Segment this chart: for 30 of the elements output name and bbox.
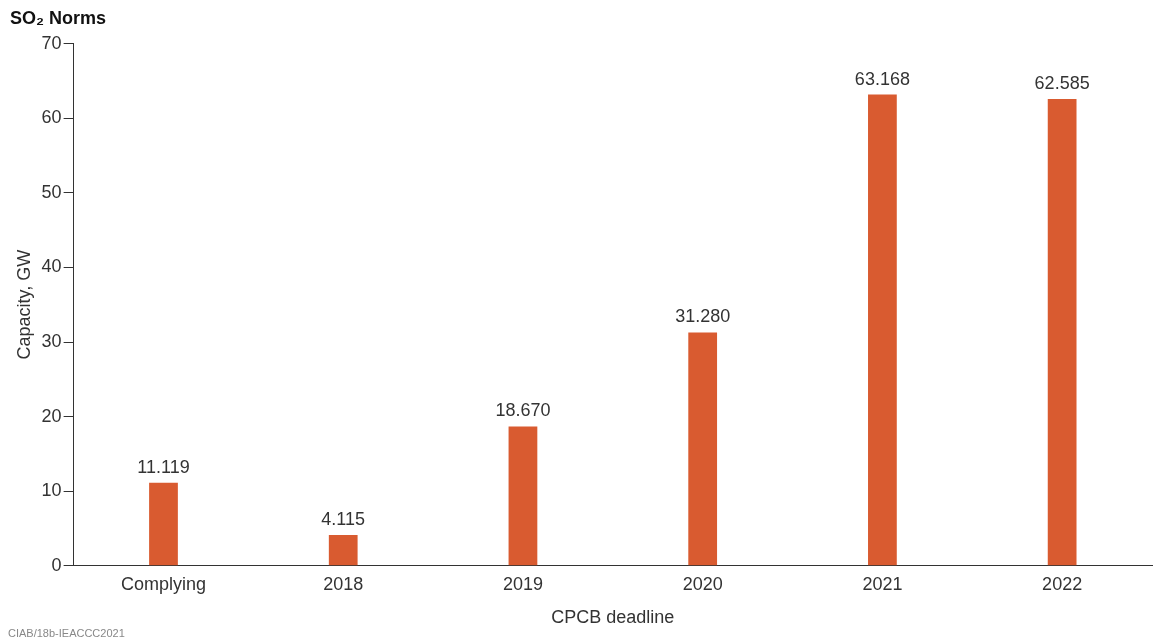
data-label: 18.670 bbox=[495, 400, 551, 421]
y-tick-label: 30 bbox=[41, 330, 62, 351]
y-tick-label: 20 bbox=[41, 405, 62, 426]
y-tick-label: 50 bbox=[41, 181, 62, 202]
bar bbox=[1047, 98, 1077, 566]
data-label: 11.119 bbox=[137, 456, 190, 477]
bar bbox=[868, 94, 897, 566]
x-axis-title: CPCB deadline bbox=[551, 607, 675, 628]
data-label: 31.280 bbox=[675, 306, 731, 327]
x-tick-label: Complying bbox=[120, 573, 207, 594]
data-label: 63.168 bbox=[854, 68, 910, 89]
bar bbox=[328, 535, 358, 566]
y-tick-label: 0 bbox=[51, 554, 62, 575]
x-tick-label: 2021 bbox=[862, 573, 903, 594]
x-tick-label: 2019 bbox=[502, 573, 543, 594]
bar bbox=[149, 482, 178, 566]
x-tick-label: 2022 bbox=[1042, 573, 1083, 594]
x-tick-label: 2018 bbox=[323, 573, 364, 594]
data-label: 62.585 bbox=[1034, 72, 1090, 93]
text: CIAB/18b-IEACCC2021 bbox=[8, 626, 125, 639]
y-tick-label: 70 bbox=[41, 32, 62, 53]
chart-title: SO₂ Norms bbox=[10, 7, 107, 28]
y-tick-label: 10 bbox=[41, 480, 62, 501]
y-tick-label: 60 bbox=[41, 107, 62, 128]
y-axis-title: Capacity, GW bbox=[13, 249, 34, 360]
bar bbox=[688, 332, 718, 566]
data-label: 4.115 bbox=[321, 509, 366, 530]
bar bbox=[508, 426, 538, 566]
x-tick-label: 2020 bbox=[682, 573, 723, 594]
y-tick-label: 40 bbox=[41, 256, 62, 277]
